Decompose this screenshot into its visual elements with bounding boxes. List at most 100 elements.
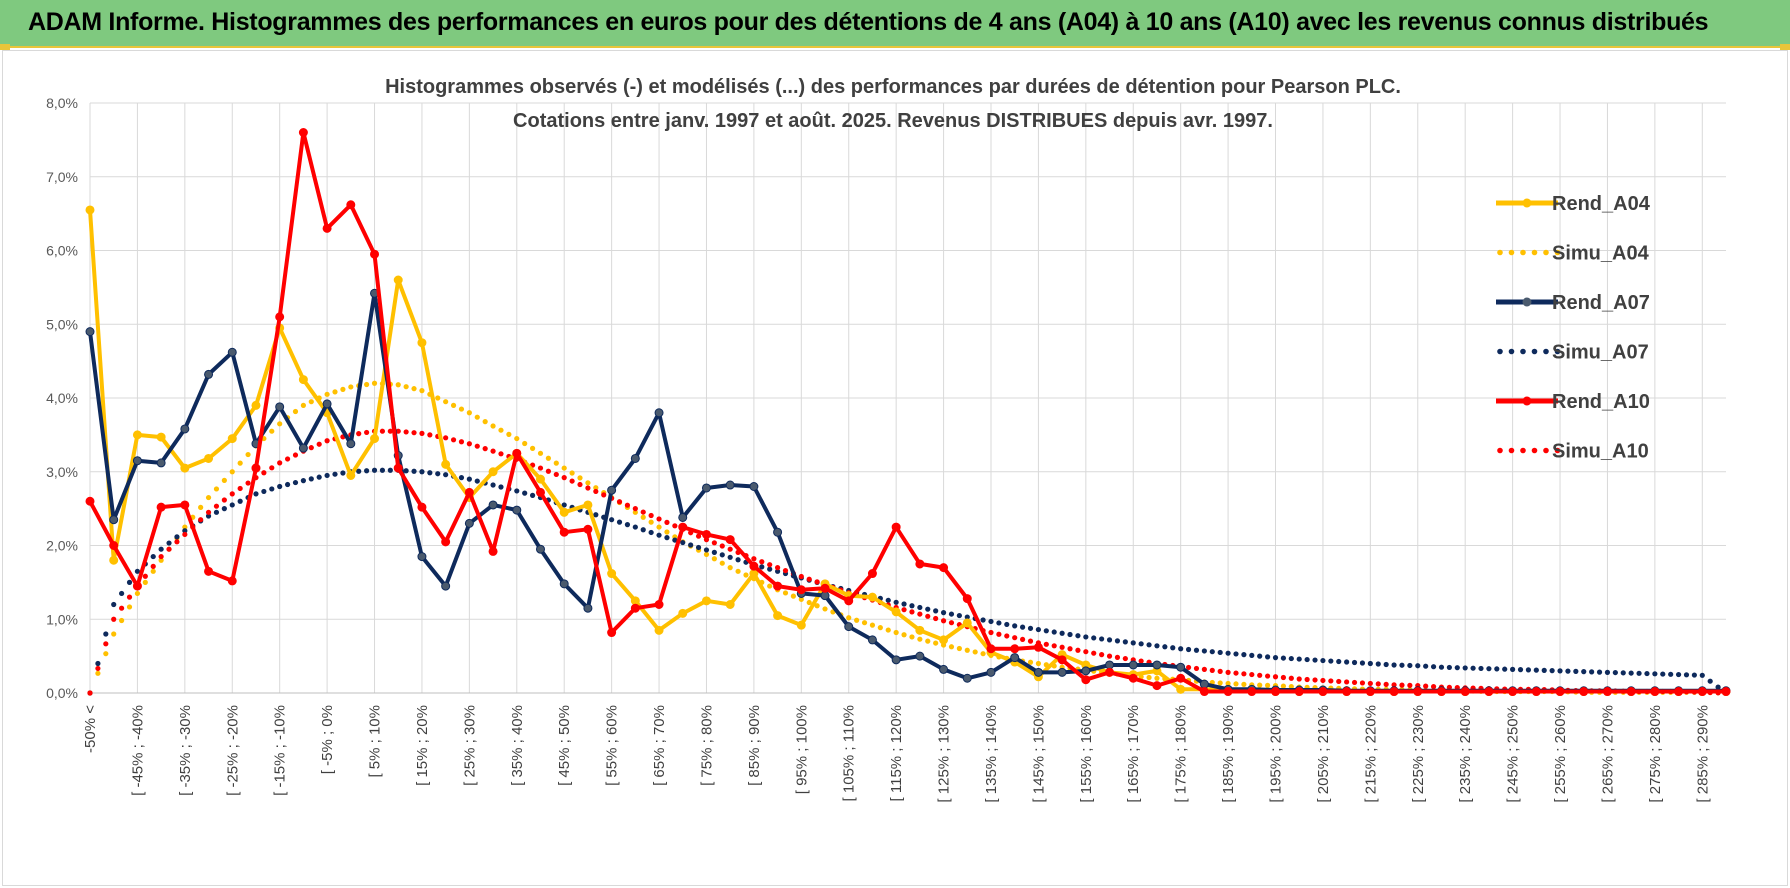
simu-a07-dot [1336, 658, 1342, 665]
rend-a07-point [749, 482, 759, 491]
simu-a04-dot [861, 620, 868, 626]
simu-a10-dot [593, 488, 599, 495]
legend-swatch [1554, 447, 1561, 454]
simu-a07-dot [324, 472, 330, 479]
simu-a07-dot [277, 483, 283, 490]
simu-a07-dot [767, 566, 773, 572]
rend-a10-point [678, 522, 688, 532]
simu-a10-dot [1185, 664, 1192, 671]
legend-item-simu-a07[interactable]: Simu_A07 [1497, 342, 1649, 364]
y-tick-label: 6,0% [46, 243, 78, 259]
rend-a04-point [298, 375, 308, 385]
rend-a10-point [607, 628, 617, 638]
simu-a04-dot [292, 408, 299, 415]
rend-a07-point [1128, 660, 1138, 670]
simu-a07-dot [1296, 656, 1302, 662]
simu-a04-dot [933, 640, 939, 646]
simu-a10-dot [1249, 671, 1255, 678]
simu-a04-dot [767, 583, 773, 589]
simu-a07-dot [253, 491, 259, 497]
legend-swatch [1531, 348, 1538, 355]
rend-a07-point [227, 347, 237, 357]
rend-a07-point [725, 480, 735, 490]
simu-a10-dot [261, 470, 267, 476]
rend-a10-point [1389, 687, 1399, 697]
simu-a10-dot [411, 430, 417, 436]
rend-a07-point [132, 456, 142, 466]
simu-a07-dot [229, 502, 235, 508]
simu-a10-dot [1027, 638, 1034, 644]
legend-item-rend-a10[interactable]: Rend_A10 [1496, 391, 1650, 413]
simu-a04-dot [846, 615, 852, 621]
simu-a07-dot [1075, 633, 1081, 639]
legend-item-rend-a07[interactable]: Rend_A07 [1496, 292, 1650, 314]
legend-label: Simu_A10 [1552, 441, 1649, 463]
simu-a04-dot [743, 572, 749, 578]
simu-a07-dot [609, 517, 615, 523]
simu-a10-dot [798, 573, 804, 580]
rend-a07-point [867, 635, 877, 645]
rend-a10-point [1626, 687, 1636, 697]
simu-a10-dot [1351, 679, 1358, 686]
rend-a10-point [322, 223, 332, 233]
simu-a04-dot [948, 644, 955, 650]
x-tick-label: [ 25% ; 30% [461, 705, 478, 786]
simu-a10-dot [198, 517, 204, 523]
rend-a04-point [915, 625, 925, 635]
simu-a04-dot [1035, 660, 1042, 667]
legend-item-simu-a04[interactable]: Simu_A04 [1497, 243, 1650, 265]
x-tick-label: [ -25% ; -20% [224, 705, 241, 796]
rend-a10-point [844, 596, 854, 606]
simu-a10-dot [909, 609, 915, 615]
rend-a10-point [1247, 687, 1257, 697]
simu-a07-dot [624, 522, 631, 528]
rend-a10-point [1081, 675, 1091, 685]
simu-a10-dot [782, 567, 789, 574]
rend-a10-point [227, 576, 237, 586]
simu-a10-dot [1304, 676, 1310, 683]
simu-a10-dot [933, 615, 939, 622]
simu-a07-dot [1486, 666, 1492, 672]
corner-marker-right [1780, 44, 1790, 50]
rend-a07-point [701, 483, 711, 493]
legend[interactable]: Rend_A04 Simu_A04 Rend_A07 Simu_A07 Rend_A10… [1496, 193, 1651, 463]
simu-a07-dot [529, 492, 536, 498]
simu-a10-dot [292, 452, 299, 458]
rend-a10-point [1010, 644, 1020, 654]
x-tick-label: [ 215% ; 220% [1362, 705, 1379, 803]
simu-a07-dot [727, 554, 733, 560]
simu-a10-dot [166, 546, 172, 552]
rend-a07-point [1176, 662, 1186, 672]
simu-a07-dot [1446, 664, 1452, 671]
simu-a10-dot [569, 478, 575, 484]
x-tick-label: [ 95% ; 100% [793, 705, 810, 794]
simu-a10-dot [774, 565, 781, 571]
simu-a07-dot [1146, 642, 1152, 648]
simu-a10-series [87, 428, 1729, 696]
rend-a10-point [1650, 687, 1660, 697]
rend-a04-point [773, 611, 783, 621]
simu-a04-dot [869, 622, 876, 628]
simu-a07-dot [1478, 665, 1484, 672]
rend-a10-point [1460, 687, 1470, 697]
simu-a07-dot [1059, 630, 1065, 636]
rend-a04-point [891, 607, 901, 617]
rend-a04-point [725, 600, 735, 609]
rend-a10-point [1223, 687, 1233, 697]
simu-a10-dot [1265, 673, 1271, 679]
legend-item-rend-a04[interactable]: Rend_A04 [1496, 193, 1651, 215]
rend-a10-point [962, 594, 972, 604]
simu-a10-dot [901, 607, 907, 613]
simu-a04-dot [585, 480, 591, 486]
simu-a07-dot [996, 620, 1002, 626]
legend-swatch [1497, 348, 1503, 355]
simu-a07-dot [933, 608, 939, 614]
legend-swatch [1543, 447, 1549, 454]
rend-a04-series [85, 205, 1731, 697]
simu-a04-dot [806, 599, 812, 606]
simu-a07-dot [940, 610, 947, 616]
simu-a10-dot [1280, 674, 1287, 681]
simu-a04-dot [545, 455, 551, 461]
simu-a07-dot [1320, 657, 1326, 664]
legend-item-simu-a10[interactable]: Simu_A10 [1497, 441, 1649, 463]
